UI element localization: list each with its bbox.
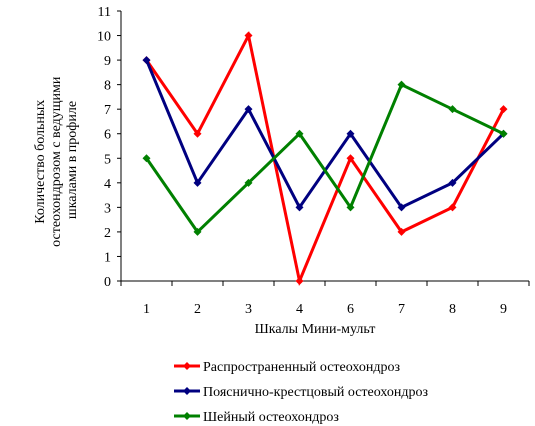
x-axis-ticks: 1 2 3 4 6 7 8 9 [120, 281, 530, 317]
y-axis-ticks: 0 1 2 3 4 5 6 7 8 9 10 11 [97, 5, 121, 290]
data-point [295, 277, 304, 285]
legend-label: Распространенный остеохондроз [203, 360, 400, 375]
data-point [295, 203, 304, 212]
data-point [142, 154, 151, 163]
y-tick-label: 1 [104, 250, 111, 265]
legend-item-1: Распространенный остеохондроз [174, 360, 400, 375]
data-point [244, 105, 253, 114]
x-tick-label: 9 [500, 302, 507, 317]
y-tick-label: 3 [104, 201, 111, 216]
x-tick-label: 1 [143, 302, 150, 317]
legend: Распространенный остеохондроз Пояснично-к… [174, 360, 429, 425]
y-tick-label: 9 [104, 54, 111, 69]
y-axis-title: Количество больных остеохондрозом с веду… [33, 73, 80, 247]
legend-item-2: Пояснично-крестцовый остеохондроз [174, 385, 429, 400]
data-point [346, 154, 355, 163]
y-tick-label: 8 [104, 79, 111, 94]
data-point [142, 56, 151, 65]
y-tick-label: 11 [98, 5, 111, 20]
data-point [448, 203, 457, 212]
data-point [499, 129, 508, 138]
data-point [193, 227, 202, 236]
y-tick-label: 7 [104, 103, 111, 118]
data-point [346, 129, 355, 138]
legend-label: Шейный остеохондроз [203, 410, 339, 425]
data-point [346, 203, 355, 212]
series-3 [142, 80, 508, 236]
y-axis-title-line-2: остеохондрозом с ведущими [49, 76, 64, 247]
data-point [397, 227, 406, 236]
y-tick-label: 0 [104, 275, 111, 290]
data-point [499, 105, 508, 114]
data-point [244, 178, 253, 187]
data-point [244, 31, 253, 40]
series-1 [142, 31, 508, 287]
x-tick-label: 7 [398, 302, 405, 317]
legend-item-3: Шейный остеохондроз [174, 410, 339, 425]
y-tick-label: 4 [104, 177, 111, 192]
data-point [448, 105, 457, 114]
data-point [295, 129, 304, 138]
legend-label: Пояснично-крестцовый остеохондроз [203, 385, 429, 400]
legend-swatch-marker [183, 387, 191, 395]
legend-swatch-marker [183, 412, 191, 420]
data-point [397, 80, 406, 89]
legend-swatch-marker [183, 362, 191, 370]
y-tick-label: 6 [104, 128, 111, 143]
y-axis-title-line-1: Количество больных [33, 100, 48, 224]
x-tick-label: 8 [449, 302, 456, 317]
series-line [145, 31, 505, 287]
data-point [193, 178, 202, 187]
x-tick-label: 4 [296, 302, 303, 317]
x-tick-label: 3 [245, 302, 252, 317]
y-tick-label: 2 [104, 226, 111, 241]
data-point [193, 129, 202, 138]
y-tick-label: 10 [97, 30, 111, 45]
x-tick-label: 6 [347, 302, 354, 317]
data-point [448, 178, 457, 187]
data-point [397, 203, 406, 212]
x-tick-label: 2 [194, 302, 201, 317]
series-layer [142, 31, 508, 287]
x-axis-title: Шкалы Мини-мульт [255, 322, 376, 337]
y-tick-label: 5 [104, 152, 111, 167]
series-line [145, 82, 505, 235]
y-axis-title-line-3: шкалами в профиле [65, 101, 80, 219]
